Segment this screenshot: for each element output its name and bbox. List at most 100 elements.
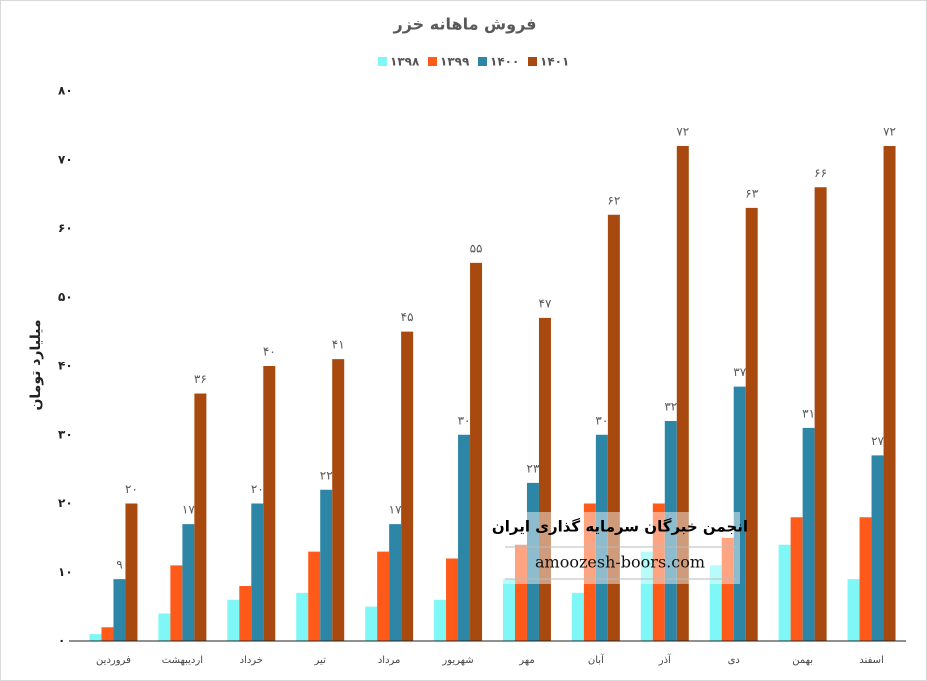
bar [733, 386, 746, 641]
data-label: ۲۰ [125, 482, 138, 496]
bar [538, 317, 551, 641]
legend-label: ۱۳۹۸ [390, 55, 420, 69]
bar [676, 146, 689, 641]
bar [709, 565, 722, 641]
legend-label: ۱۴۰۱ [540, 55, 569, 69]
y-tick-label: ۶۰ [58, 221, 73, 235]
y-tick-label: ۱۰ [58, 565, 73, 579]
legend-swatch [428, 57, 437, 66]
data-label: ۲۷ [871, 434, 884, 448]
bar [365, 606, 378, 641]
x-tick-label: شهریور [441, 655, 473, 666]
x-tick-label: دی [728, 655, 740, 666]
data-label: ۱۷ [389, 503, 402, 517]
bar [607, 214, 620, 641]
bar [101, 627, 114, 641]
data-label: ۷۲ [676, 125, 689, 139]
bar [401, 331, 414, 641]
y-tick-label: ۸۰ [58, 84, 73, 98]
bar [502, 579, 515, 641]
data-label: ۳۰ [595, 413, 608, 427]
bar [664, 421, 677, 641]
bar [113, 579, 126, 641]
x-tick-label: مرداد [378, 655, 401, 666]
bar [239, 586, 252, 641]
legend-label: ۱۳۹۹ [440, 55, 470, 69]
x-tick-label: آذر [658, 653, 672, 666]
data-label: ۴۱ [332, 338, 345, 352]
bar [652, 503, 665, 641]
bar [446, 558, 459, 641]
data-label: ۴۷ [539, 296, 552, 310]
bar [308, 551, 321, 641]
data-label: ۲۳ [527, 461, 540, 475]
x-tick-label: فروردین [96, 655, 131, 666]
bar [595, 434, 608, 641]
bar [389, 524, 402, 641]
bar [458, 434, 471, 641]
x-tick-label: تیر [314, 655, 327, 666]
bar [170, 565, 183, 641]
bar [470, 262, 483, 641]
bar [377, 551, 390, 641]
bar [320, 489, 333, 641]
bar [883, 146, 896, 641]
bar [778, 544, 791, 641]
x-tick-label: بهمن [792, 655, 813, 666]
y-tick-label: ۰ [58, 634, 65, 648]
bar [871, 455, 884, 641]
bar [859, 517, 872, 641]
y-tick-label: ۳۰ [58, 427, 73, 441]
data-label: ۳۲ [664, 400, 677, 414]
data-label: ۶۶ [814, 166, 827, 180]
data-label: ۳۰ [458, 413, 471, 427]
data-label: ۱۷ [182, 503, 195, 517]
data-label: ۶۲ [607, 193, 620, 207]
bar [814, 187, 827, 641]
y-tick-label: ۲۰ [58, 496, 73, 510]
watermark-box [500, 512, 740, 584]
bar [571, 592, 584, 641]
data-label: ۳۶ [194, 372, 207, 386]
bar [332, 359, 345, 641]
watermark-title: انجمن خبرگان سرمایه گذاری ایران [492, 518, 748, 536]
legend-label: ۱۴۰۰ [490, 55, 519, 69]
watermark-url: amoozesh-boors.com [535, 553, 705, 572]
data-label: ۵۵ [470, 241, 483, 255]
bar [721, 537, 734, 641]
y-tick-label: ۴۰ [58, 359, 73, 373]
bar [847, 579, 860, 641]
data-label: ۳۷ [733, 365, 746, 379]
x-tick-label: آبان [588, 653, 605, 666]
data-label: ۷۲ [883, 125, 896, 139]
data-label: ۳۱ [802, 406, 815, 420]
y-tick-label: ۵۰ [58, 290, 73, 304]
data-label: ۲۲ [320, 468, 333, 482]
bar [158, 613, 171, 641]
legend-swatch [528, 57, 537, 66]
bar [194, 393, 207, 641]
data-label: ۴۵ [401, 310, 414, 324]
bar [263, 366, 276, 641]
bar [89, 634, 102, 641]
bar [802, 427, 815, 641]
bar [125, 503, 138, 641]
bar [227, 599, 240, 641]
legend-swatch [378, 57, 387, 66]
bar [790, 517, 803, 641]
x-tick-label: خرداد [240, 655, 263, 666]
bar [514, 544, 527, 641]
data-label: ۲۰ [251, 482, 264, 496]
bar [434, 599, 447, 641]
bar [251, 503, 264, 641]
data-label: ۴۰ [263, 345, 276, 359]
x-tick-label: مهر [518, 655, 534, 666]
bar [526, 482, 539, 641]
bar [583, 503, 596, 641]
y-axis-label: میلیارد تومان [28, 319, 44, 410]
bar [296, 592, 309, 641]
x-tick-label: اسفند [859, 655, 883, 666]
data-label: ۹ [116, 558, 122, 572]
data-label: ۶۳ [745, 186, 758, 200]
